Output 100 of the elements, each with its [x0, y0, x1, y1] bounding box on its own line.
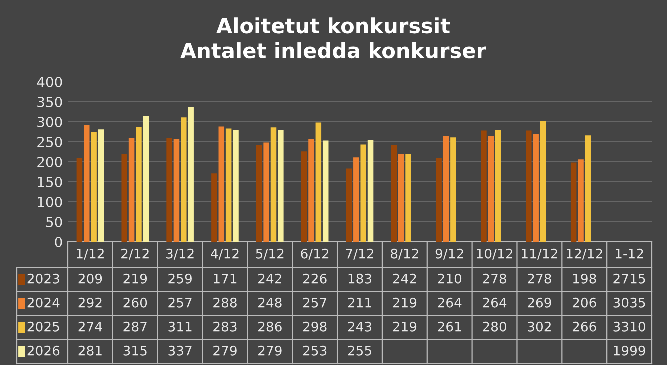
bar: [98, 130, 104, 242]
text: 1999: [614, 346, 646, 356]
data-label: 183: [348, 274, 372, 284]
bar: [316, 122, 322, 242]
data-label: 279: [214, 346, 237, 356]
bar: [360, 144, 366, 242]
data-label: 315: [124, 346, 147, 356]
data-label: 281: [78, 346, 102, 356]
bar: [270, 128, 277, 242]
bar: [278, 130, 284, 242]
bar: [174, 139, 180, 242]
data-label: 209: [78, 274, 102, 284]
bar: [143, 116, 150, 242]
bar: [391, 145, 398, 242]
bar: [585, 136, 592, 242]
bar: [488, 136, 494, 242]
data-label: 266: [572, 322, 596, 332]
data-label: 280: [483, 322, 506, 332]
bar: [218, 126, 225, 242]
bar: [322, 140, 329, 242]
bar: [91, 132, 97, 242]
data-label: 298: [303, 322, 327, 332]
chart-title: Aloitetut konkurssit Antalet inledda konkurser: [180, 18, 486, 59]
x-tick-label: 2/12: [122, 248, 149, 260]
bar: [264, 142, 270, 242]
data-label: 288: [214, 298, 237, 308]
data-label: 286: [258, 322, 282, 332]
bar: [368, 140, 374, 242]
bar: [570, 162, 577, 242]
legend-label: 2025: [28, 322, 60, 332]
x-tick-label: 11/12: [522, 248, 558, 260]
bar: [136, 127, 142, 242]
data-label: 255: [348, 346, 372, 356]
data-label: 242: [393, 274, 416, 284]
legend-label: 2023: [28, 274, 60, 284]
bar: [406, 154, 412, 242]
data-label: 292: [78, 298, 102, 308]
x-tick-label: 7/12: [346, 248, 374, 260]
data-label: 283: [214, 322, 237, 332]
y-tick-label: 350: [38, 96, 62, 108]
x-tick-label: 10/12: [477, 248, 512, 260]
bar: [212, 174, 218, 242]
bar: [495, 130, 502, 242]
data-label: 219: [393, 298, 417, 308]
bar: [301, 152, 308, 242]
bar: [354, 158, 360, 242]
x-tick-label: 1-12: [616, 248, 644, 259]
data-label: 274: [78, 322, 102, 332]
x-tick-label: 9/12: [436, 248, 464, 260]
x-tick-label: 8/12: [391, 248, 418, 260]
data-label: 302: [528, 322, 551, 332]
data-label: 287: [124, 322, 147, 332]
bar: [481, 130, 487, 242]
bar: [226, 128, 232, 242]
bar: [122, 154, 128, 242]
bar: [76, 158, 83, 242]
data-label: 278: [528, 274, 552, 284]
y-tick-label: 250: [38, 136, 62, 148]
data-label: 311: [168, 322, 192, 332]
data-label: 257: [303, 298, 327, 308]
data-label: 253: [303, 346, 327, 356]
text: 2715: [614, 274, 646, 284]
legend-label: 2024: [28, 298, 60, 308]
data-label: 210: [438, 274, 462, 284]
bar: [188, 107, 194, 242]
data-label: 248: [258, 298, 282, 308]
y-tick-label: 200: [38, 156, 62, 168]
y-tick-label: 300: [38, 116, 62, 128]
bar: [526, 130, 532, 242]
data-label: 264: [483, 298, 507, 308]
x-tick-label: 1/12: [77, 248, 104, 260]
data-label: 219: [124, 274, 148, 284]
data-label: 211: [348, 298, 372, 308]
y-tick-label: 50: [46, 216, 62, 228]
data-label: 260: [124, 298, 148, 308]
x-tick-label: 3/12: [166, 248, 194, 260]
y-tick-label: 0: [55, 236, 62, 248]
bar: [436, 158, 442, 242]
x-tick-label: 4/12: [211, 248, 239, 260]
data-label: 337: [168, 346, 192, 356]
bar: [540, 121, 546, 242]
text: 3310: [614, 322, 646, 332]
data-label: 171: [214, 274, 237, 284]
legend-label: 2026: [28, 346, 60, 356]
data-label: 219: [393, 322, 417, 332]
bar: [308, 139, 314, 242]
bar: [346, 168, 352, 242]
data-label: 264: [438, 298, 462, 308]
data-label: 278: [483, 274, 506, 284]
x-tick-label: 6/12: [301, 248, 329, 260]
bar: [166, 138, 172, 242]
data-label: 226: [303, 274, 327, 284]
bar: [443, 136, 450, 242]
data-label: 257: [168, 298, 192, 308]
x-tick-label: 5/12: [256, 248, 284, 260]
y-tick-label: 150: [38, 176, 62, 188]
data-label: 206: [572, 298, 596, 308]
x-tick-label: 12/12: [567, 248, 602, 260]
bar: [128, 138, 135, 242]
y-tick-label: 400: [37, 76, 62, 88]
